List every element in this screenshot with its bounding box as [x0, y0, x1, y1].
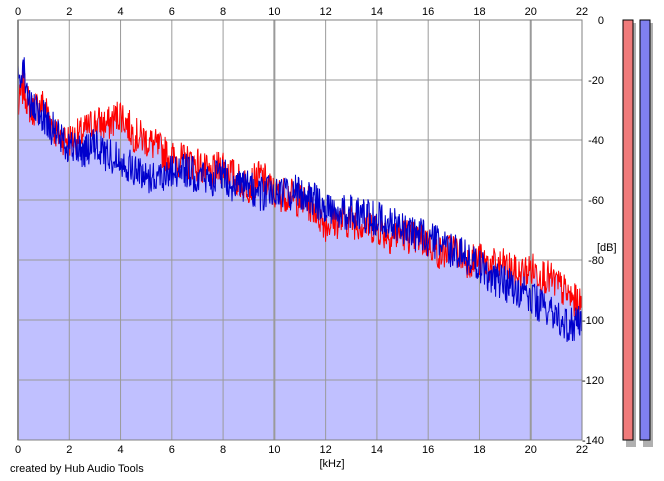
x-tick-label-top: 10 [268, 6, 280, 18]
x-tick-label-top: 14 [371, 6, 383, 18]
x-tick-label-top: 0 [15, 6, 21, 18]
x-tick-label-top: 22 [576, 6, 588, 18]
y-tick-label: -120 [582, 375, 604, 387]
x-tick-label-top: 18 [473, 6, 485, 18]
spectrum-area [18, 57, 582, 441]
x-tick-label-bottom: 8 [220, 444, 226, 456]
series-lines [17, 57, 583, 342]
level-meters [622, 19, 653, 447]
series-line-1 [17, 68, 583, 322]
y-tick-label: -80 [588, 255, 604, 267]
x-tick-label-bottom: 2 [66, 444, 72, 456]
x-tick-label-top: 6 [169, 6, 175, 18]
x-tick-label-top: 2 [66, 6, 72, 18]
spectrum-fill [18, 57, 582, 441]
level-meter-1 [622, 19, 634, 441]
x-tick-label-bottom: 4 [117, 444, 123, 456]
x-tick-label-top: 20 [525, 6, 537, 18]
x-tick-label-bottom: 16 [422, 444, 434, 456]
y-tick-label: -100 [582, 315, 604, 327]
x-tick-label-bottom: 22 [576, 444, 588, 456]
series-line-2 [17, 57, 583, 342]
x-tick-label-bottom: 6 [169, 444, 175, 456]
y-tick-label: -140 [582, 435, 604, 447]
x-tick-label-top: 8 [220, 6, 226, 18]
x-axis-label: [kHz] [319, 458, 344, 470]
y-tick-labels: 0 -20 -40 -60 -80 -100 -120 -140 [582, 15, 604, 447]
x-tick-label-bottom: 20 [525, 444, 537, 456]
x-tick-label-bottom: 10 [268, 444, 280, 456]
x-tick-label-top: 16 [422, 6, 434, 18]
x-tick-label-bottom: 14 [371, 444, 383, 456]
x-tick-label-bottom: 12 [320, 444, 332, 456]
y-tick-label: -40 [588, 135, 604, 147]
footer-credit: created by Hub Audio Tools [10, 463, 144, 475]
y-tick-label: -60 [588, 195, 604, 207]
y-tick-label: 0 [598, 15, 604, 27]
level-meter-2 [639, 19, 651, 441]
x-tick-label-top: 12 [320, 6, 332, 18]
y-axis-label: [dB] [597, 242, 617, 254]
plot-border [17, 19, 583, 441]
x-tick-label-bottom: 0 [15, 444, 21, 456]
y-tick-label: -20 [588, 75, 604, 87]
x-tick-label-top: 4 [117, 6, 123, 18]
x-tick-label-bottom: 18 [473, 444, 485, 456]
